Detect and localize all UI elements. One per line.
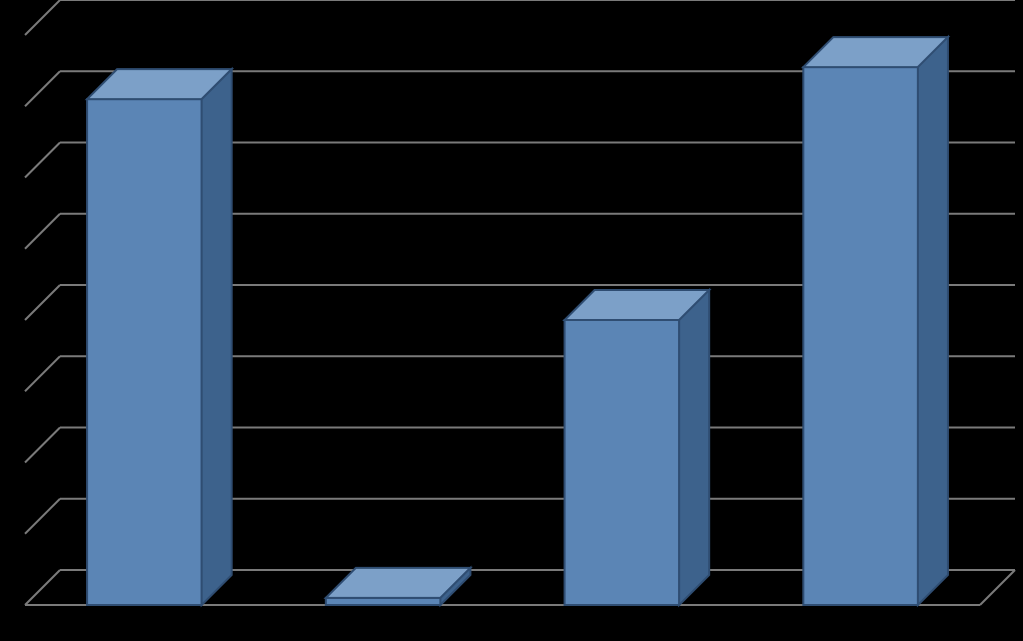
bar	[803, 37, 948, 605]
bar	[565, 290, 710, 605]
bar-chart-3d	[0, 0, 1023, 641]
bar	[87, 69, 232, 605]
